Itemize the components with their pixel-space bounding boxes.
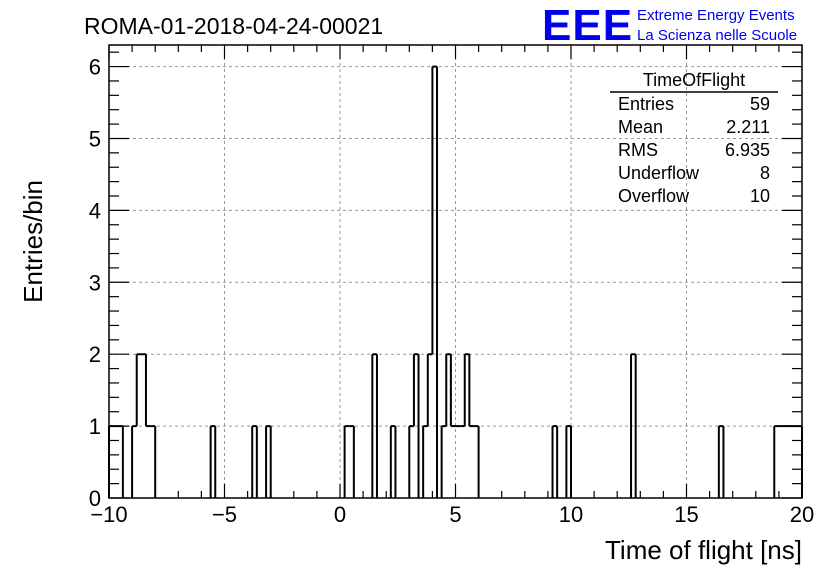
- stats-label-rms: RMS: [618, 140, 658, 160]
- stats-value-rms: 6.935: [725, 140, 770, 160]
- histogram-bin: [565, 425, 572, 498]
- stats-label-entries: Entries: [618, 94, 674, 114]
- y-axis-title: Entries/bin: [18, 180, 48, 303]
- histogram-bin: [473, 425, 480, 498]
- histogram-bin: [371, 353, 378, 498]
- histogram-bin: [141, 353, 147, 427]
- histogram-bin: [630, 353, 637, 498]
- histogram-bin: [773, 425, 779, 498]
- histogram-bin: [463, 353, 471, 427]
- run-title: ROMA-01-2018-04-24-00021: [84, 13, 383, 39]
- histogram-bin: [131, 425, 137, 498]
- histogram-bin: [118, 425, 124, 498]
- histogram-bin: [426, 353, 433, 427]
- histogram-bin: [251, 425, 258, 498]
- x-axis-title: Time of flight [ns]: [605, 535, 802, 565]
- grid: [109, 45, 802, 498]
- histogram-bin: [343, 425, 350, 498]
- histogram-bin: [265, 425, 272, 498]
- project-name: Extreme Energy Events: [637, 7, 795, 24]
- x-tick-label: 0: [334, 502, 346, 527]
- histogram-bin: [135, 353, 142, 427]
- histogram-bin: [431, 65, 439, 498]
- histogram-bin: [445, 353, 452, 427]
- y-tick-label: 2: [89, 342, 101, 367]
- histogram-bin: [209, 425, 217, 498]
- y-tick-label: 0: [89, 486, 101, 511]
- y-tick-label: 4: [89, 198, 101, 223]
- axes: −10 −5 0 5 10 15 20 0 1 2 3 4 5 6: [89, 44, 814, 527]
- y-tick-label: 6: [89, 55, 101, 80]
- x-tick-label: −10: [90, 502, 127, 527]
- histogram-bin: [422, 425, 428, 498]
- stats-value-overflow: 10: [750, 186, 770, 206]
- histogram-bin: [408, 425, 414, 498]
- histogram-bin: [551, 425, 559, 498]
- y-tick-label: 5: [89, 126, 101, 151]
- histogram-bin: [412, 353, 420, 498]
- stats-value-mean: 2.211: [726, 117, 770, 137]
- y-tick-label: 1: [89, 414, 101, 439]
- x-tick-label: 20: [790, 502, 814, 527]
- histogram-bin: [389, 425, 397, 498]
- histogram-bin: [349, 425, 355, 498]
- stats-label-underflow: Underflow: [618, 163, 700, 183]
- y-tick-label: 3: [89, 270, 101, 295]
- x-tick-label: 15: [674, 502, 698, 527]
- histogram-bin: [440, 425, 447, 498]
- histogram-bin: [150, 425, 157, 498]
- stats-title: TimeOfFlight: [643, 70, 745, 90]
- stats-label-overflow: Overflow: [618, 186, 690, 206]
- x-tick-label: 10: [559, 502, 583, 527]
- stats-value-entries: 59: [750, 94, 770, 114]
- stats-box: TimeOfFlight Entries 59 Mean 2.211 RMS 6…: [610, 70, 778, 206]
- eee-logo: EEE: [542, 1, 633, 50]
- x-tick-label: −5: [212, 502, 237, 527]
- project-subtitle: La Scienza nelle Scuole: [637, 27, 797, 44]
- histogram-bin: [717, 425, 725, 498]
- stats-value-underflow: 8: [760, 163, 770, 183]
- x-tick-label: 5: [449, 502, 461, 527]
- stats-label-mean: Mean: [618, 117, 663, 137]
